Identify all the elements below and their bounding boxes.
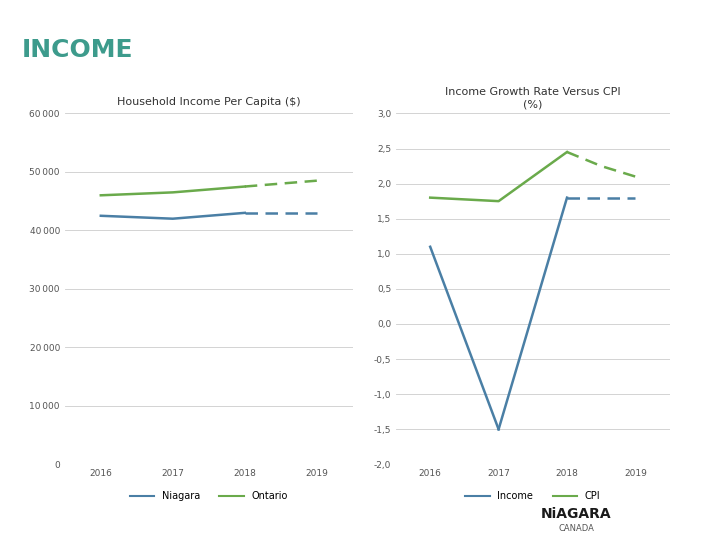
Title: Income Growth Rate Versus CPI
(%): Income Growth Rate Versus CPI (%) xyxy=(445,86,621,110)
Text: INCOME: INCOME xyxy=(22,38,133,62)
Text: CANADA: CANADA xyxy=(558,524,594,532)
Text: NiAGARA: NiAGARA xyxy=(541,507,611,521)
Legend: Income, CPI: Income, CPI xyxy=(462,488,604,505)
Title: Household Income Per Capita ($): Household Income Per Capita ($) xyxy=(117,97,301,107)
Legend: Niagara, Ontario: Niagara, Ontario xyxy=(126,488,292,505)
